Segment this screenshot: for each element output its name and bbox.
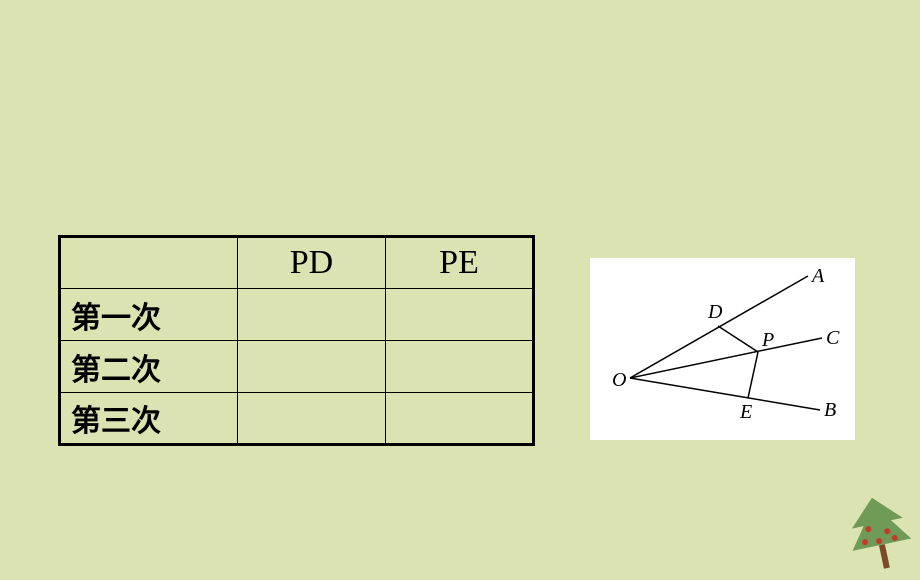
svg-text:O: O: [612, 369, 626, 391]
measurements-table: PD PE 第一次 第二次 第三次: [58, 235, 535, 446]
table-header-row: PD PE: [60, 237, 534, 289]
svg-text:A: A: [810, 265, 825, 287]
cell-1-pd: [238, 289, 386, 341]
cell-3-pe: [386, 393, 534, 445]
svg-text:B: B: [824, 399, 836, 421]
row-label-3: 第三次: [60, 393, 238, 445]
data-table: PD PE 第一次 第二次 第三次: [58, 235, 535, 446]
svg-text:C: C: [826, 327, 840, 349]
table-row: 第二次: [60, 341, 534, 393]
angle-bisector-diagram: O A B C D E P: [590, 258, 855, 440]
header-empty: [60, 237, 238, 289]
row-label-2: 第二次: [60, 341, 238, 393]
header-pd: PD: [238, 237, 386, 289]
header-pe: PE: [386, 237, 534, 289]
svg-text:P: P: [761, 329, 774, 351]
cell-2-pd: [238, 341, 386, 393]
diagram-svg: O A B C D E P: [590, 258, 855, 440]
cell-2-pe: [386, 341, 534, 393]
cell-1-pe: [386, 289, 534, 341]
cell-3-pd: [238, 393, 386, 445]
svg-text:D: D: [707, 301, 723, 323]
tree-icon: [838, 493, 920, 575]
table-row: 第一次: [60, 289, 534, 341]
svg-text:E: E: [739, 401, 752, 423]
table-row: 第三次: [60, 393, 534, 445]
row-label-1: 第一次: [60, 289, 238, 341]
